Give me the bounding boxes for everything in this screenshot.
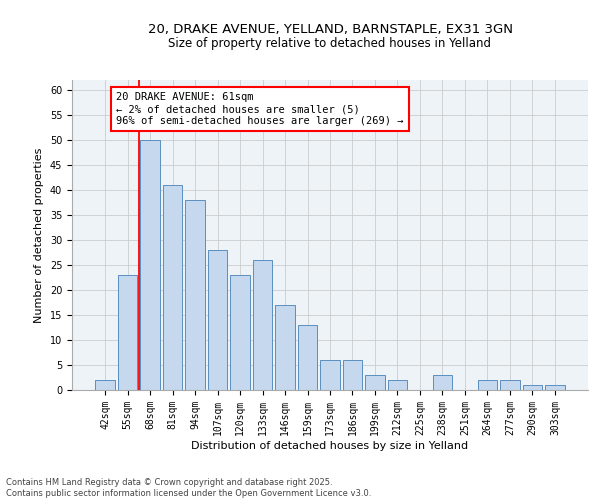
Text: Contains HM Land Registry data © Crown copyright and database right 2025.
Contai: Contains HM Land Registry data © Crown c… [6, 478, 371, 498]
Bar [433, 375, 452, 390]
Bar [343, 360, 362, 390]
Bar [163, 185, 182, 390]
Text: 20, DRAKE AVENUE, YELLAND, BARNSTAPLE, EX31 3GN: 20, DRAKE AVENUE, YELLAND, BARNSTAPLE, E… [148, 22, 512, 36]
Bar [118, 275, 137, 390]
Bar [500, 380, 520, 390]
Bar [365, 375, 385, 390]
Bar [388, 380, 407, 390]
Bar [208, 250, 227, 390]
Bar [253, 260, 272, 390]
Text: Size of property relative to detached houses in Yelland: Size of property relative to detached ho… [169, 38, 491, 51]
Text: 20 DRAKE AVENUE: 61sqm
← 2% of detached houses are smaller (5)
96% of semi-detac: 20 DRAKE AVENUE: 61sqm ← 2% of detached … [116, 92, 404, 126]
Bar [545, 385, 565, 390]
Bar [230, 275, 250, 390]
X-axis label: Distribution of detached houses by size in Yelland: Distribution of detached houses by size … [191, 440, 469, 450]
Bar [140, 140, 160, 390]
Bar [95, 380, 115, 390]
Bar [185, 200, 205, 390]
Bar [523, 385, 542, 390]
Y-axis label: Number of detached properties: Number of detached properties [34, 148, 44, 322]
Bar [275, 305, 295, 390]
Bar [478, 380, 497, 390]
Bar [298, 325, 317, 390]
Bar [320, 360, 340, 390]
